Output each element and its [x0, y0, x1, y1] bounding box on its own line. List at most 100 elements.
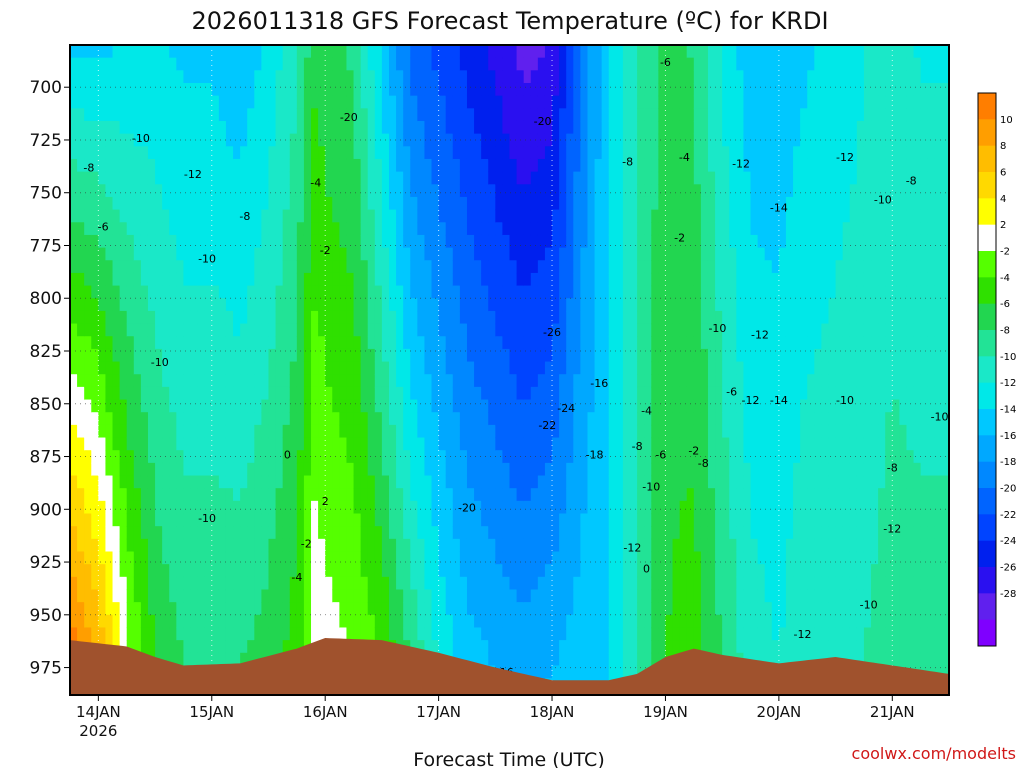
temperature-cell	[729, 146, 737, 160]
temperature-cell	[594, 665, 603, 679]
temperature-cell	[303, 475, 312, 489]
temperature-cell	[325, 285, 333, 299]
temperature-cell	[339, 526, 348, 540]
temperature-cell	[374, 336, 383, 350]
temperature-cell	[466, 108, 475, 122]
temperature-cell	[133, 564, 142, 578]
temperature-cell	[481, 120, 489, 135]
temperature-cell	[91, 285, 99, 299]
temperature-cell	[637, 120, 645, 135]
temperature-cell	[736, 70, 745, 84]
temperature-cell	[247, 234, 255, 249]
temperature-cell	[360, 424, 369, 439]
temperature-cell	[466, 158, 475, 173]
temperature-cell	[424, 272, 433, 287]
temperature-cell	[466, 564, 475, 578]
temperature-cell	[403, 450, 411, 464]
temperature-cell	[162, 412, 170, 426]
temperature-cell	[218, 513, 227, 527]
temperature-cell	[587, 500, 596, 515]
temperature-cell	[431, 564, 440, 578]
temperature-cell	[91, 627, 99, 641]
temperature-cell	[325, 57, 333, 71]
temperature-cell	[98, 589, 107, 603]
temperature-cell	[672, 222, 681, 236]
temperature-cell	[679, 602, 688, 616]
temperature-cell	[147, 399, 156, 413]
temperature-cell	[438, 589, 447, 603]
temperature-cell	[112, 234, 121, 249]
temperature-cell	[339, 614, 348, 629]
temperature-cell	[268, 564, 277, 578]
temperature-cell	[218, 374, 227, 388]
temperature-cell	[381, 95, 390, 109]
temperature-cell	[289, 513, 298, 527]
temperature-cell	[573, 500, 581, 515]
temperature-cell	[523, 386, 532, 401]
temperature-cell	[403, 374, 411, 388]
temperature-cell	[140, 589, 149, 603]
temperature-cell	[112, 500, 121, 515]
temperature-cell	[743, 95, 752, 109]
temperature-cell	[353, 82, 362, 97]
temperature-cell	[559, 488, 567, 502]
temperature-cell	[360, 450, 369, 464]
temperature-cell	[474, 82, 482, 97]
temperature-cell	[140, 424, 149, 439]
temperature-cell	[261, 285, 270, 299]
temperature-cell	[367, 462, 376, 477]
temperature-cell	[254, 146, 262, 160]
temperature-cell	[325, 513, 333, 527]
temperature-cell	[707, 500, 716, 515]
temperature-cell	[580, 437, 589, 451]
temperature-cell	[367, 209, 376, 223]
temperature-cell	[218, 184, 227, 198]
temperature-cell	[410, 133, 418, 147]
temperature-cell	[459, 412, 468, 426]
temperature-cell	[98, 576, 107, 591]
temperature-cell	[431, 70, 440, 84]
temperature-cell	[155, 576, 163, 591]
temperature-cell	[686, 196, 695, 211]
temperature-cell	[126, 564, 135, 578]
temperature-cell	[452, 171, 461, 185]
temperature-cell	[204, 70, 213, 84]
temperature-cell	[431, 298, 440, 312]
temperature-cell	[261, 158, 270, 173]
temperature-cell	[630, 120, 638, 135]
temperature-cell	[438, 538, 447, 553]
temperature-cell	[197, 576, 206, 591]
temperature-cell	[665, 234, 674, 249]
temperature-cell	[353, 424, 362, 439]
temperature-cell	[644, 196, 652, 211]
temperature-cell	[573, 513, 581, 527]
temperature-cell	[339, 361, 348, 375]
temperature-cell	[155, 589, 163, 603]
temperature-cell	[282, 627, 291, 641]
temperature-cell	[218, 640, 227, 654]
temperature-cell	[637, 298, 645, 312]
temperature-cell	[374, 412, 383, 426]
temperature-cell	[197, 158, 206, 173]
temperature-cell	[729, 285, 737, 299]
temperature-cell	[162, 184, 170, 198]
temperature-cell	[630, 57, 638, 71]
temperature-cell	[204, 551, 213, 565]
temperature-cell	[481, 108, 489, 122]
temperature-cell	[325, 133, 333, 147]
temperature-cell	[459, 374, 468, 388]
temperature-cell	[325, 348, 333, 363]
temperature-cell	[91, 399, 99, 413]
temperature-cell	[495, 424, 504, 439]
temperature-cell	[346, 196, 355, 211]
temperature-cell	[197, 336, 206, 350]
temperature-cell	[594, 158, 603, 173]
temperature-cell	[233, 564, 241, 578]
temperature-cell	[552, 336, 560, 350]
temperature-cell	[686, 57, 695, 71]
temperature-cell	[644, 361, 652, 375]
temperature-cell	[431, 640, 440, 654]
temperature-cell	[707, 614, 716, 629]
temperature-cell	[630, 602, 638, 616]
temperature-cell	[438, 285, 447, 299]
